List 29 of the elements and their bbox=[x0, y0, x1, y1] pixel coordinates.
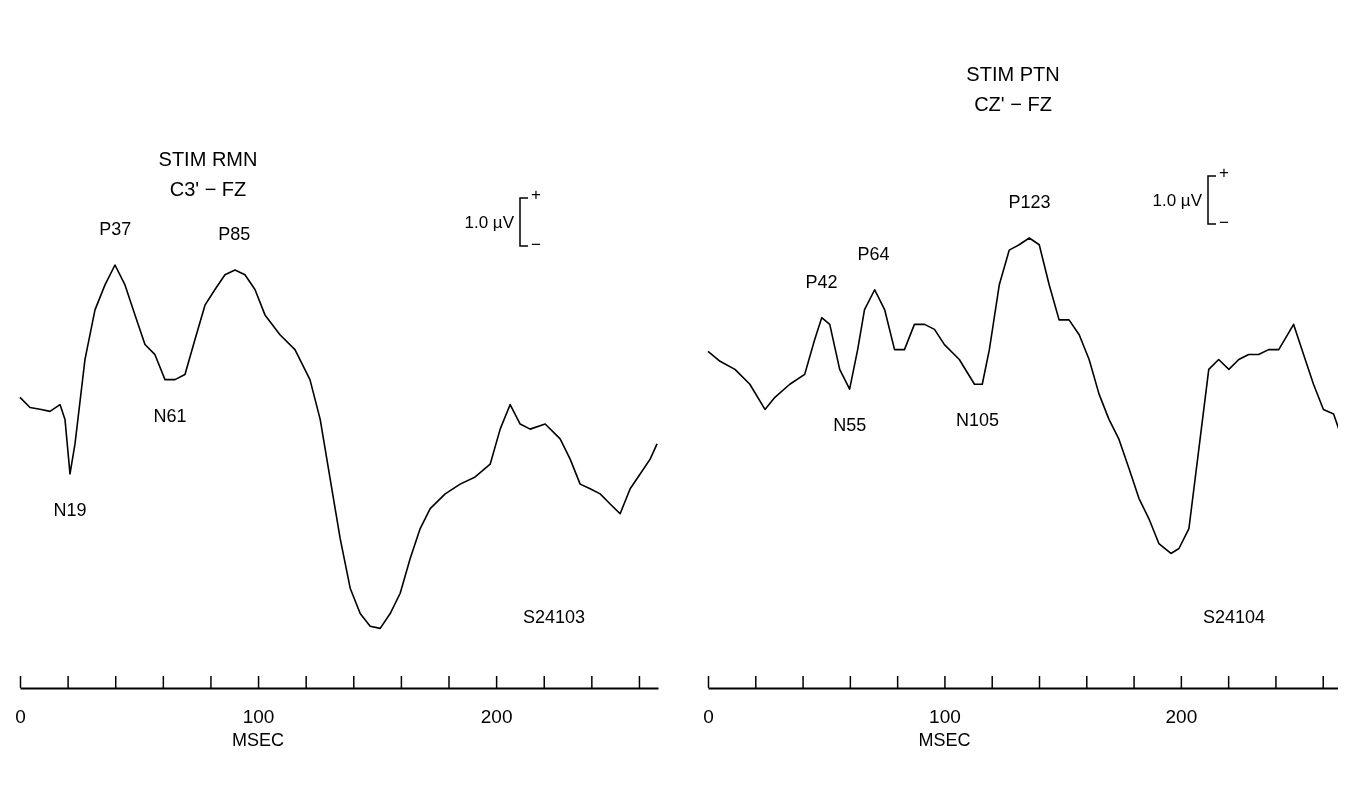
annotation: P85 bbox=[218, 224, 251, 245]
annotation: P37 bbox=[99, 219, 132, 239]
chart-subtitle: CZ' − FZ bbox=[974, 93, 1052, 115]
text: − bbox=[531, 235, 541, 254]
text: + bbox=[1219, 163, 1229, 182]
x-tick-label: 200 bbox=[1165, 706, 1198, 728]
x-axis-title: MSEC bbox=[232, 730, 285, 750]
annotation: P123 bbox=[1008, 192, 1051, 212]
annotation: N105 bbox=[956, 410, 1000, 431]
x-tick-label: 0 bbox=[15, 706, 26, 728]
x-axis-title: MSEC bbox=[918, 730, 971, 750]
annotation: S24103 bbox=[523, 607, 586, 627]
x-tick-label: 0 bbox=[703, 706, 714, 728]
x-tick-label: 200 bbox=[480, 706, 513, 728]
annotation: P42 bbox=[805, 271, 838, 292]
chart-title: STIM PTN bbox=[966, 63, 1060, 85]
annotation: N55 bbox=[833, 415, 867, 436]
annotation: N61 bbox=[153, 405, 187, 426]
text: + bbox=[531, 185, 541, 204]
chart-title: STIM RMN bbox=[158, 148, 258, 170]
annotation: S24104 bbox=[1203, 607, 1266, 627]
annotation: P64 bbox=[857, 243, 890, 264]
text: − bbox=[1219, 213, 1229, 232]
x-tick-label: 100 bbox=[242, 706, 275, 728]
x-tick-label: 100 bbox=[929, 706, 961, 728]
annotation: N19 bbox=[53, 499, 87, 520]
chart-subtitle: C3' − FZ bbox=[169, 178, 247, 200]
text: 1.0 µV bbox=[1152, 191, 1203, 210]
text: 1.0 µV bbox=[464, 213, 515, 232]
